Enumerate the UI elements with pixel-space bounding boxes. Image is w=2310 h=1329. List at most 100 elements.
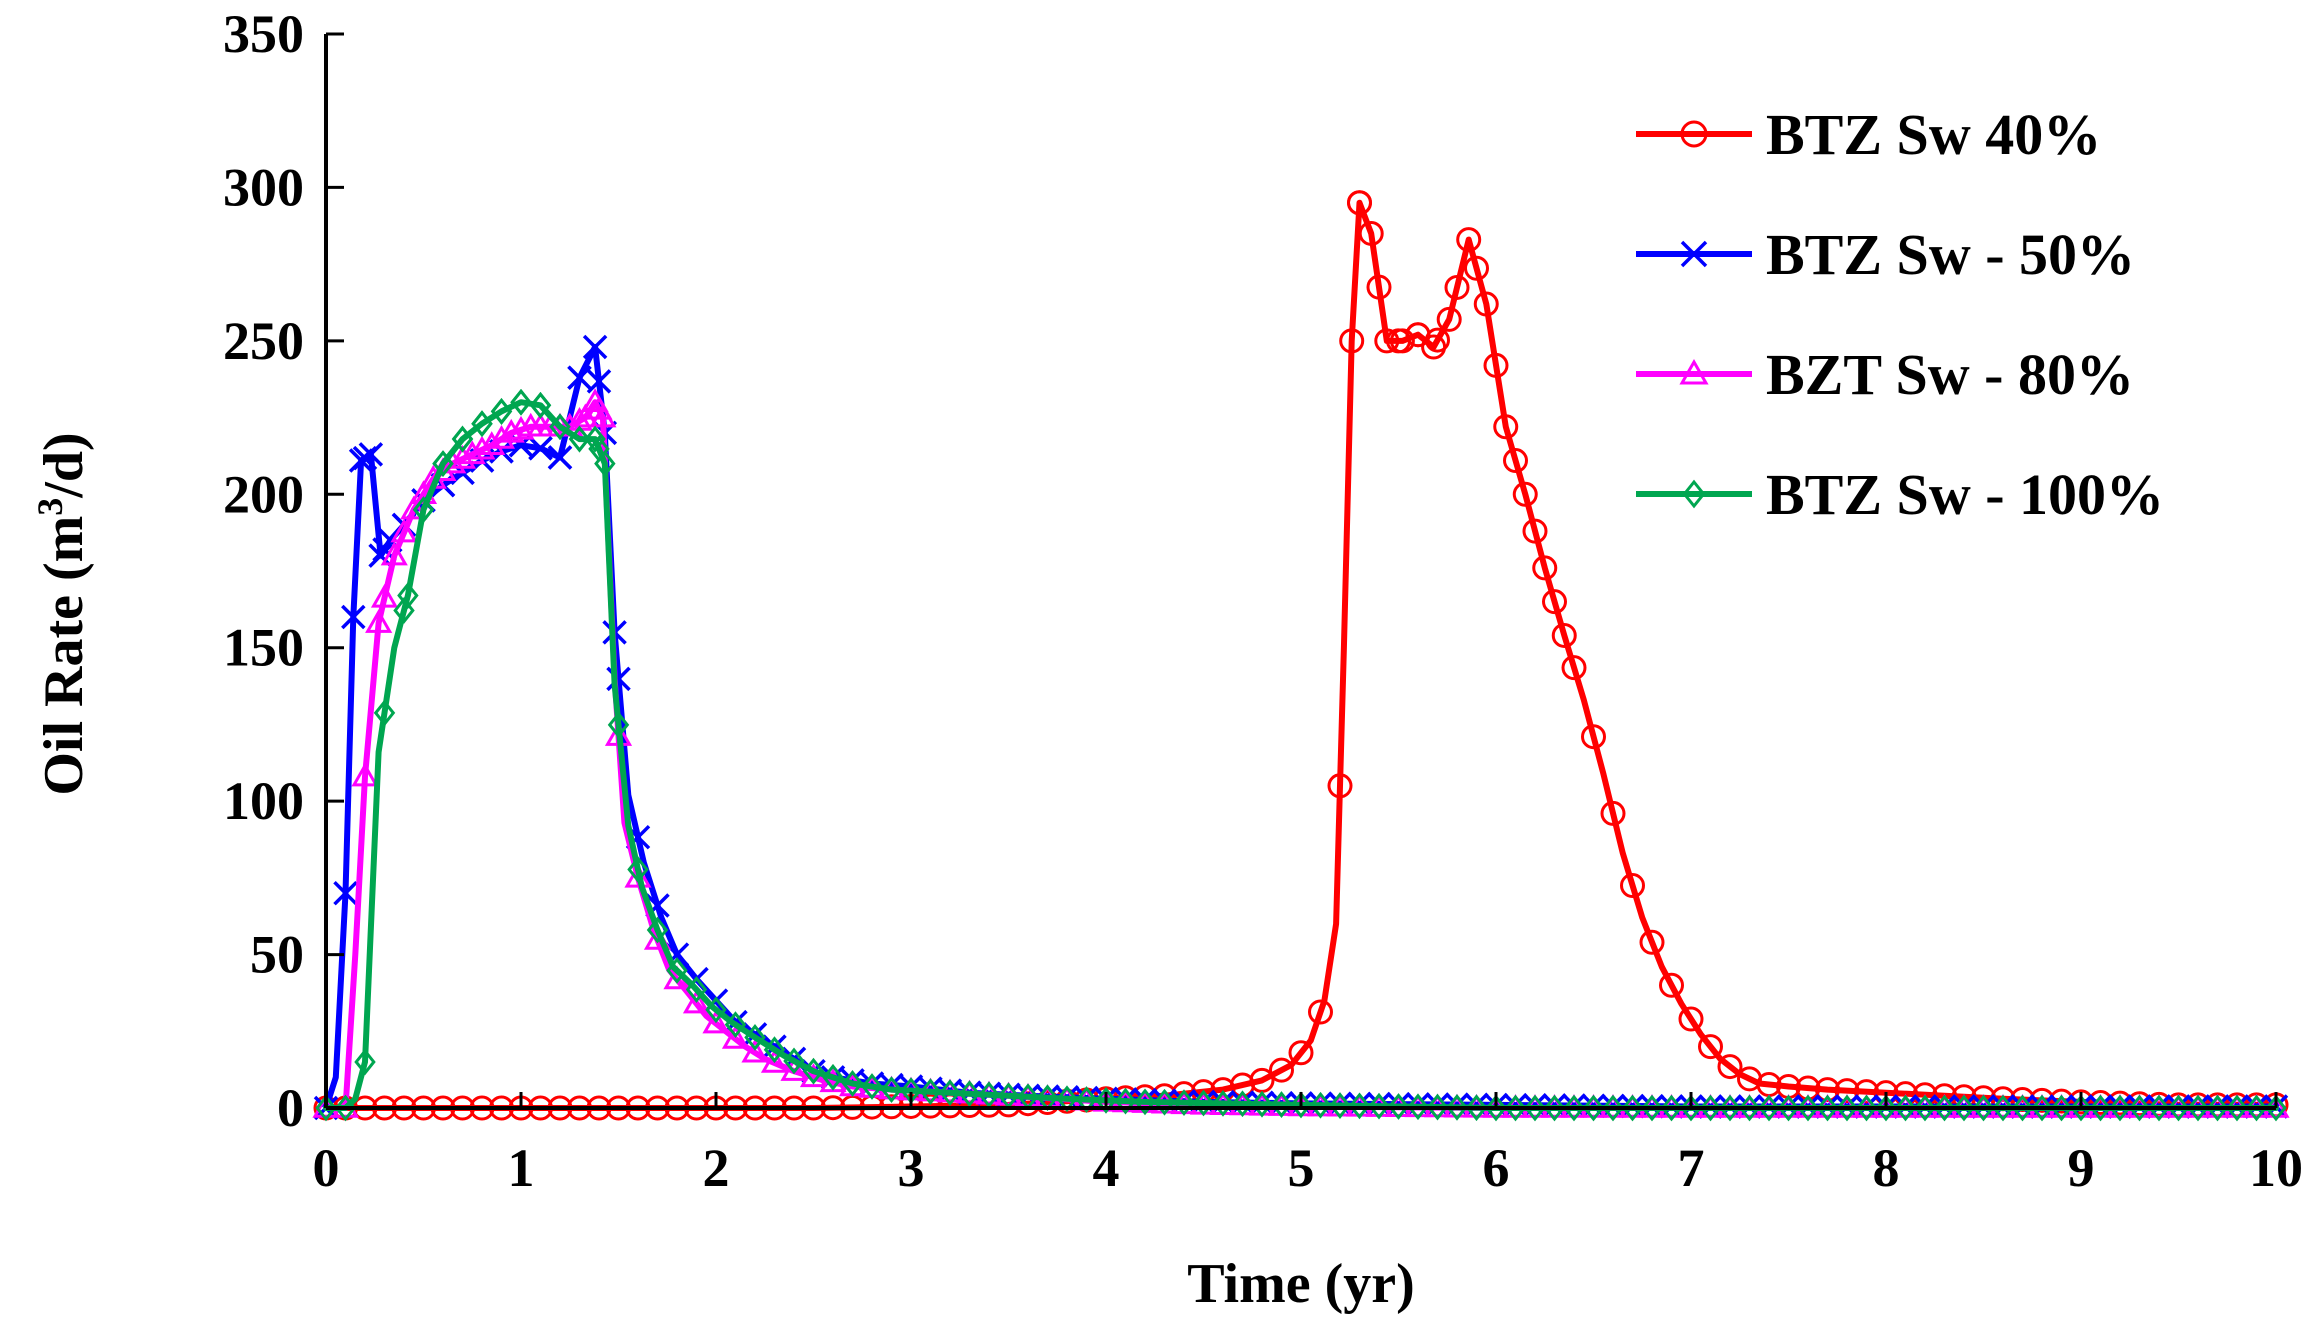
data-point bbox=[380, 541, 408, 566]
data-point bbox=[2148, 1094, 2170, 1122]
data-point bbox=[1639, 929, 1665, 955]
data-point bbox=[2089, 1094, 2112, 1122]
data-point bbox=[1660, 1094, 1683, 1122]
data-point bbox=[315, 1094, 337, 1122]
data-point bbox=[1387, 1093, 1410, 1120]
series-line bbox=[323, 399, 2279, 1111]
data-point bbox=[1524, 1094, 1546, 1122]
data-point bbox=[2187, 1094, 2209, 1122]
data-point bbox=[2245, 1094, 2268, 1122]
data-point bbox=[1972, 1094, 1995, 1122]
data-point bbox=[333, 880, 358, 906]
data-point bbox=[1348, 1092, 1371, 1120]
data-point bbox=[393, 597, 415, 624]
data-point bbox=[567, 365, 592, 390]
data-point bbox=[721, 1024, 750, 1049]
y-tick-label: 0 bbox=[277, 1078, 304, 1138]
data-point bbox=[760, 1048, 789, 1073]
data-point bbox=[763, 1036, 786, 1064]
legend-item: BZT Sw - 80% bbox=[1636, 342, 2134, 407]
data-point bbox=[584, 425, 606, 453]
data-point bbox=[958, 1080, 981, 1108]
x-tick-label: 3 bbox=[898, 1138, 925, 1198]
data-point bbox=[780, 1057, 808, 1081]
y-tick-label: 100 bbox=[223, 771, 304, 831]
data-point bbox=[744, 1024, 766, 1051]
data-point bbox=[351, 762, 379, 787]
x-tick-label: 1 bbox=[508, 1138, 535, 1198]
data-point bbox=[490, 398, 513, 425]
data-point bbox=[1602, 1094, 1624, 1122]
x-axis-title: Time (yr) bbox=[1187, 1253, 1415, 1315]
data-point bbox=[1339, 328, 1365, 354]
data-point bbox=[1251, 1090, 1273, 1118]
y-tick-label: 50 bbox=[250, 925, 304, 985]
data-point bbox=[1173, 1089, 1195, 1117]
data-point bbox=[1698, 1034, 1723, 1060]
data-point bbox=[1374, 328, 1400, 354]
x-tick-label: 7 bbox=[1678, 1138, 1705, 1198]
data-point bbox=[1758, 1094, 1780, 1122]
data-point bbox=[1358, 220, 1384, 246]
data-point bbox=[1095, 1086, 1117, 1114]
data-point bbox=[1854, 1079, 1879, 1105]
data-point bbox=[1436, 306, 1462, 332]
legend: BTZ Sw 40% BTZ Sw - 50% BZT Sw - 80% BTZ Sw… bbox=[1636, 102, 2164, 527]
data-point bbox=[1290, 1091, 1312, 1119]
data-point bbox=[1405, 322, 1431, 348]
data-point bbox=[497, 418, 525, 443]
data-point bbox=[919, 1078, 942, 1106]
data-point-stroke bbox=[528, 436, 553, 461]
data-point bbox=[1464, 255, 1489, 281]
data-point bbox=[1522, 518, 1548, 544]
legend-item: BTZ Sw - 100% bbox=[1636, 462, 2164, 527]
data-point bbox=[1473, 291, 1499, 317]
data-point bbox=[2050, 1094, 2073, 1122]
legend-label: BTZ Sw 40% bbox=[1766, 102, 2101, 167]
data-point bbox=[1483, 352, 1509, 378]
data-point-stroke bbox=[358, 442, 384, 467]
data-point bbox=[354, 1048, 376, 1076]
data-point bbox=[582, 334, 608, 360]
data-point bbox=[1231, 1090, 1254, 1118]
legend-marker bbox=[1682, 479, 1706, 509]
data-point bbox=[1914, 1094, 1936, 1122]
data-point bbox=[741, 1038, 769, 1063]
data-point bbox=[549, 413, 571, 441]
data-point bbox=[1270, 1091, 1293, 1118]
data-point bbox=[1581, 724, 1606, 750]
data-point bbox=[978, 1081, 1000, 1109]
data-point bbox=[1366, 274, 1392, 300]
data-point bbox=[1836, 1094, 1858, 1122]
data-point bbox=[471, 410, 493, 438]
data-point-stroke bbox=[341, 604, 366, 630]
data-point bbox=[2107, 1090, 2133, 1116]
y-tick-label: 200 bbox=[223, 464, 304, 524]
data-point bbox=[2206, 1094, 2229, 1122]
data-point bbox=[682, 989, 711, 1014]
data-point bbox=[2049, 1088, 2074, 1114]
data-point bbox=[390, 518, 418, 543]
data-point bbox=[1953, 1094, 1975, 1122]
data-point bbox=[1485, 1094, 1507, 1122]
data-point-stroke bbox=[582, 334, 608, 360]
data-point bbox=[1153, 1088, 1176, 1116]
data-point bbox=[373, 699, 396, 727]
data-point bbox=[1621, 1094, 1644, 1122]
data-point bbox=[685, 976, 708, 1003]
y-axis-title-superscript: 3 bbox=[30, 498, 70, 516]
data-point bbox=[1212, 1089, 1234, 1117]
data-point bbox=[1659, 972, 1684, 998]
y-axis-title-main: Oil Rate (m bbox=[33, 516, 95, 796]
legend-item: BTZ Sw - 50% bbox=[1636, 222, 2135, 287]
y-axis-title: Oil Rate (m3/d) bbox=[30, 432, 95, 795]
data-point bbox=[1512, 481, 1538, 507]
data-point bbox=[1503, 448, 1528, 474]
data-point bbox=[880, 1076, 903, 1103]
data-point-stroke bbox=[333, 880, 358, 906]
data-point bbox=[487, 425, 516, 449]
data-point bbox=[1347, 190, 1372, 216]
data-point bbox=[400, 495, 428, 520]
data-point bbox=[2011, 1094, 2034, 1122]
